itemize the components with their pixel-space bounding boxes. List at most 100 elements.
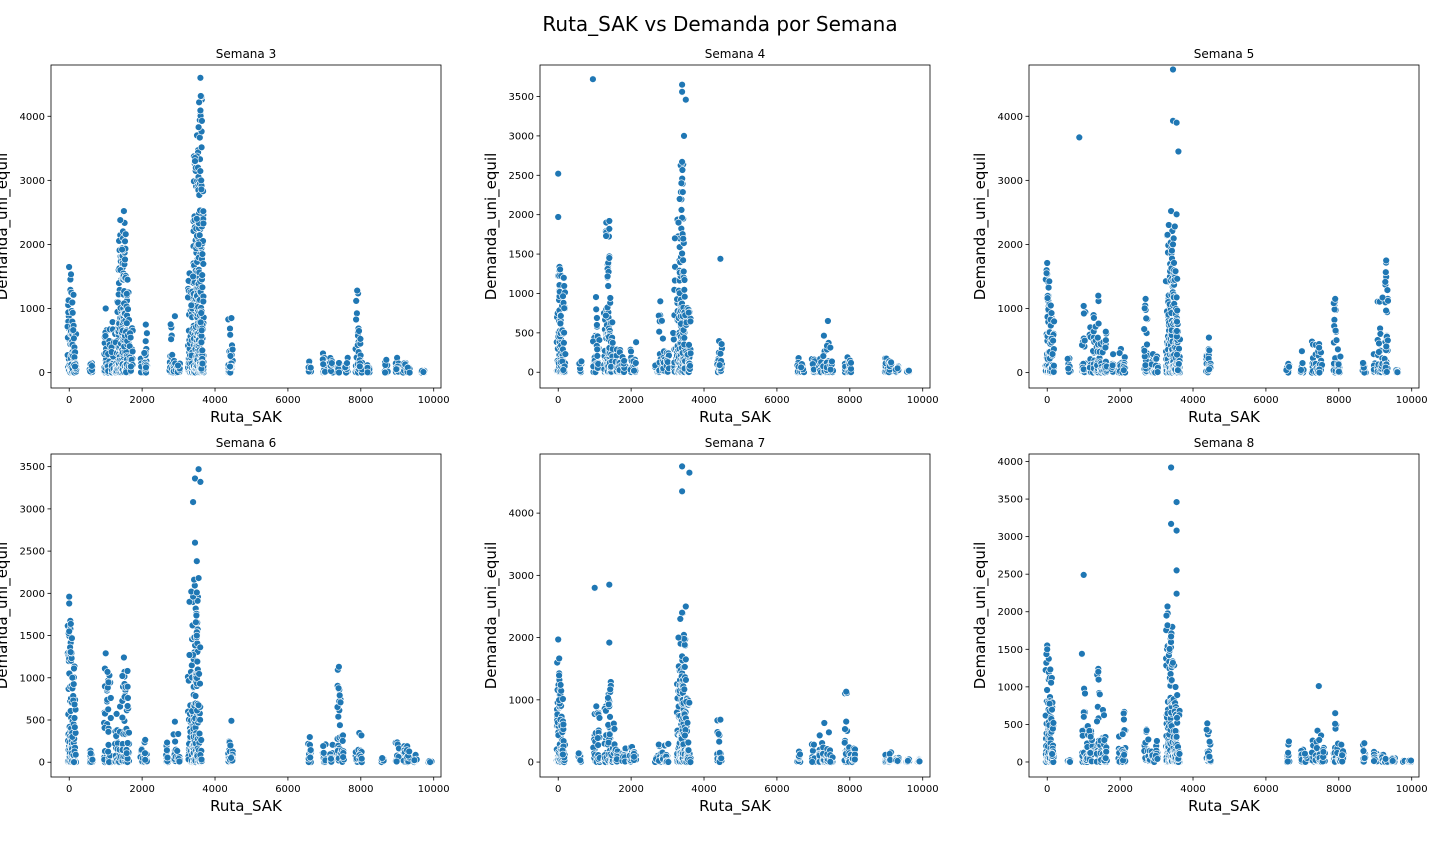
scatter-point [594,734,602,742]
scatter-point [677,206,686,214]
data-column [195,716,206,766]
scatter-point [143,329,151,337]
y-tick-label: 3000 [509,571,534,582]
scatter-point [716,350,725,358]
y-tick-label: 4000 [998,112,1023,123]
scatter-point [86,749,95,757]
data-column [173,730,184,766]
scatter-point [554,213,562,221]
scatter-point [1090,314,1098,322]
scatter-point [358,754,366,763]
scatter-point [104,747,112,756]
scatter-point [560,339,568,347]
scatter-point [163,753,172,762]
data-column [558,720,569,766]
scatter-point [194,701,203,709]
scatter-point [1081,689,1089,698]
scatter-point [674,633,683,642]
scatter-point [174,361,182,370]
scatter-point [363,368,372,376]
scatter-point [227,754,235,762]
scatter-point [1331,295,1339,303]
scatter-point [796,750,804,758]
scatter-point [125,728,133,737]
scatter-point [593,345,601,354]
x-tick-label: 6000 [764,395,789,406]
scatter-point [593,314,601,322]
scatter-point [714,730,723,738]
scatter-point [69,326,77,334]
scatter-point [70,664,78,673]
scatter-point [163,746,171,754]
scatter-point [847,359,855,367]
scatter-point [126,333,135,342]
scatter-point [1108,361,1117,369]
scatter-point [1152,355,1161,363]
scatter-point [1171,267,1180,275]
data-column [793,747,804,766]
scatter-point [128,347,137,356]
scatter-point [336,698,345,707]
data-column [1380,259,1392,377]
data-column [902,366,913,376]
scatter-point [1101,343,1110,352]
scatter-point [554,170,562,178]
data-column [355,729,366,766]
scatter-point [197,736,205,744]
scatter-point [678,166,687,174]
scatter-point [887,358,895,366]
scatter-point [70,700,79,709]
scatter-point [674,218,683,227]
scatter-point [1174,147,1183,156]
scatter-point [1382,268,1390,276]
scatter-point [104,705,112,713]
scatter-point [123,667,132,675]
scatter-point [595,714,604,722]
x-tick-label: 6000 [1253,395,1278,406]
scatter-point [915,757,924,766]
scatter-point [112,710,121,718]
scatter-point [1174,366,1182,374]
scatter-point [810,740,818,749]
scatter-point [893,757,902,765]
data-column [826,746,837,766]
scatter-point [820,719,828,727]
scatter-point [1049,337,1057,345]
scatter-point [679,267,688,276]
scatter-point [659,334,667,343]
scatter-point [226,331,234,339]
scatter-point [1044,283,1053,292]
scatter-point [682,655,690,664]
scatter-point [189,498,197,506]
scatter-point [680,276,689,284]
scatter-point [560,329,568,337]
scatter-point [198,117,206,125]
x-tick-label: 2000 [1107,395,1132,406]
scatter-point [1042,269,1051,277]
scatter-point [71,750,80,759]
scatter-point [1285,363,1293,371]
scatter-point [343,359,351,367]
scatter-point [1172,118,1181,127]
scatter-point [120,653,128,662]
scatter-point [122,749,131,757]
y-tick-label: 3000 [509,131,534,142]
scatter-point [655,740,663,749]
scatter-point [685,341,693,349]
scatter-point [677,179,686,187]
data-column [715,340,726,376]
scatter-point [1393,368,1402,376]
scatter-point [336,691,344,699]
scatter-point [824,317,832,325]
scatter-point [124,694,132,702]
subplot-5: Semana 70 2000 4000 6000 8000 100000100020003… [482,436,939,816]
scatter-point [605,638,613,647]
scatter-point [198,326,206,335]
scatter-point [656,297,664,305]
scatter-point [405,368,414,377]
scatter-point [1047,678,1055,687]
scatter-point [555,654,563,663]
data-column [403,742,414,766]
scatter-point [680,685,688,693]
scatter-point [1102,336,1110,344]
